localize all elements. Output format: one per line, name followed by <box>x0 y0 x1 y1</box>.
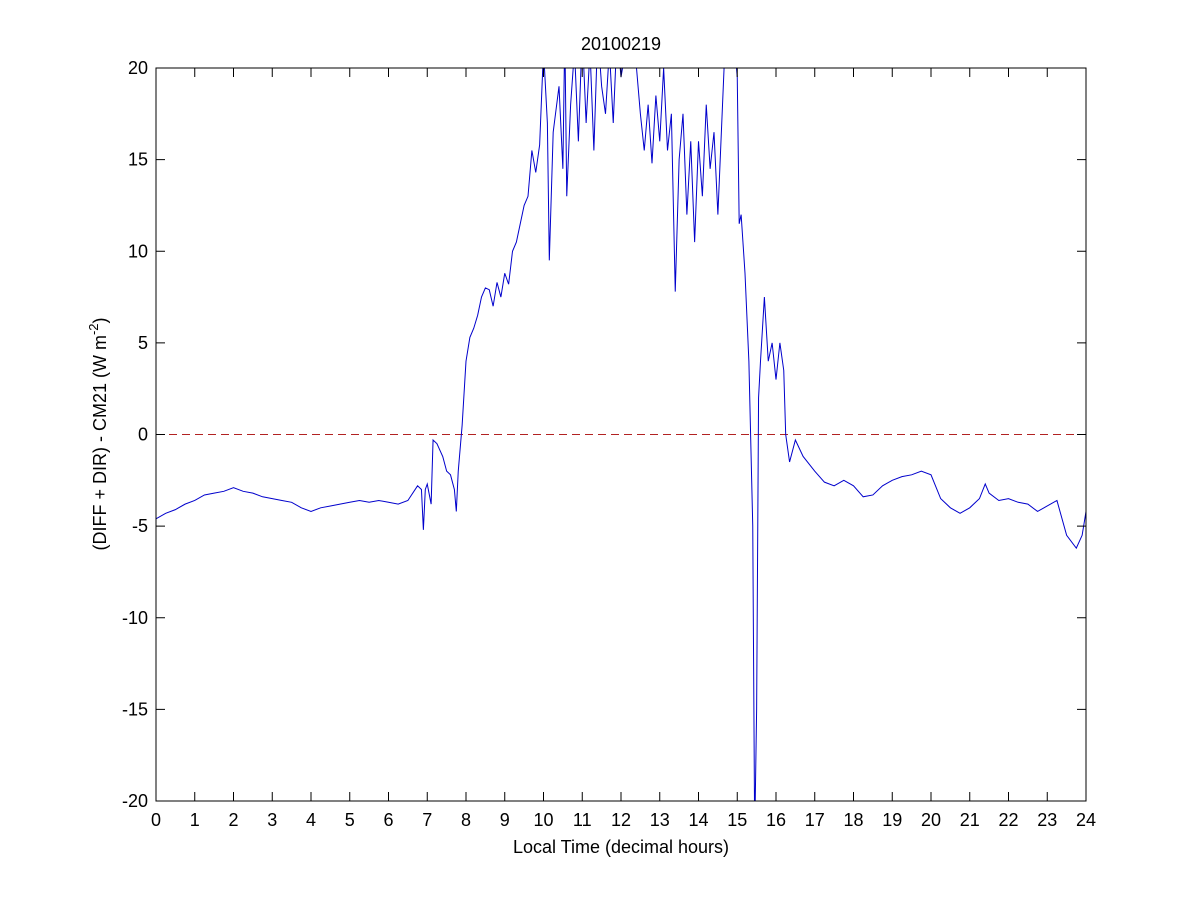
x-tick-label: 0 <box>151 810 161 830</box>
chart-title: 20100219 <box>581 34 661 54</box>
x-axis-label: Local Time (decimal hours) <box>513 837 729 857</box>
x-tick-label: 12 <box>611 810 631 830</box>
y-tick-label: -5 <box>132 516 148 536</box>
y-label-end: ) <box>90 317 110 323</box>
y-tick-label: 10 <box>128 241 148 261</box>
x-tick-label: 23 <box>1037 810 1057 830</box>
x-tick-label: 22 <box>998 810 1018 830</box>
x-tick-label: 11 <box>573 810 592 830</box>
x-tick-label: 17 <box>805 810 825 830</box>
y-tick-label: -20 <box>122 791 148 811</box>
x-tick-label: 3 <box>267 810 277 830</box>
x-tick-label: 9 <box>500 810 510 830</box>
x-tick-label: 8 <box>461 810 471 830</box>
x-tick-label: 5 <box>345 810 355 830</box>
y-axis-label: (DIFF + DIR) - CM21 (W m-2) <box>86 317 110 550</box>
x-tick-label: 10 <box>533 810 553 830</box>
x-tick-label: 1 <box>190 810 200 830</box>
x-tick-label: 14 <box>688 810 708 830</box>
x-tick-label: 18 <box>843 810 863 830</box>
x-tick-label: 4 <box>306 810 316 830</box>
x-tick-label: 20 <box>921 810 941 830</box>
y-label-text: (DIFF + DIR) - CM21 (W m <box>90 335 110 550</box>
x-tick-label: 24 <box>1076 810 1096 830</box>
plot-area <box>156 68 1086 801</box>
y-label-sup: -2 <box>86 323 101 335</box>
x-tick-label: 13 <box>650 810 670 830</box>
y-tick-label: -10 <box>122 608 148 628</box>
y-tick-label: 5 <box>138 333 148 353</box>
data-line <box>156 68 1086 801</box>
x-tick-label: 2 <box>228 810 238 830</box>
y-tick-label: 20 <box>128 58 148 78</box>
y-tick-label: 0 <box>138 425 148 445</box>
x-tick-label: 6 <box>383 810 393 830</box>
x-tick-label: 19 <box>882 810 902 830</box>
y-tick-label: 15 <box>128 150 148 170</box>
x-tick-label: 7 <box>422 810 432 830</box>
x-tick-label: 21 <box>960 810 980 830</box>
x-tick-label: 15 <box>727 810 747 830</box>
y-tick-label: -15 <box>122 699 148 719</box>
x-tick-label: 16 <box>766 810 786 830</box>
